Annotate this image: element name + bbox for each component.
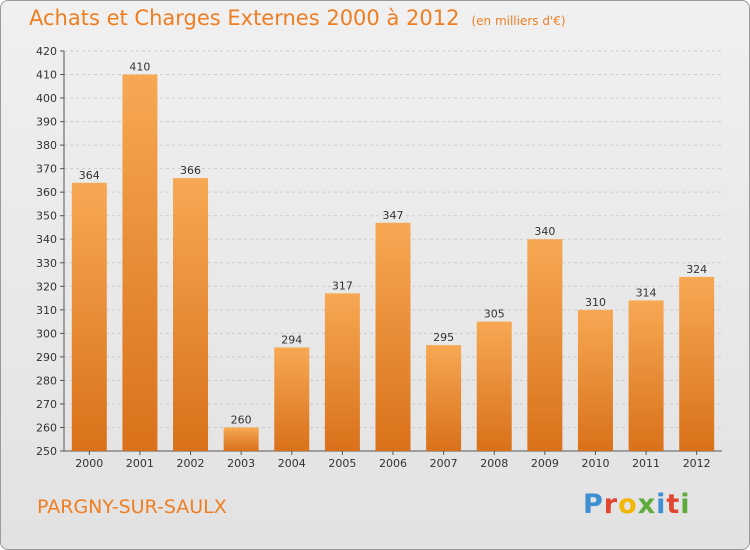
bar (71, 182, 107, 451)
bar (679, 276, 715, 451)
bar (173, 178, 209, 451)
y-tick-label: 300 (36, 327, 57, 340)
bar-value-label: 410 (129, 61, 150, 74)
bar (628, 300, 664, 451)
bar-value-label: 366 (180, 164, 201, 177)
bar-value-label: 295 (433, 331, 454, 344)
bar (577, 309, 613, 451)
bar (375, 222, 411, 451)
y-tick-label: 290 (36, 351, 57, 364)
y-tick-label: 250 (36, 445, 57, 458)
x-tick-label: 2004 (278, 457, 306, 470)
bar-value-label: 317 (332, 279, 353, 292)
axes: 250 260 270 280 290 300 310 320 330 340 350 360 370 3… (36, 45, 722, 470)
bar-value-label: 364 (79, 169, 100, 182)
bar-value-label: 314 (636, 286, 657, 299)
bar-value-label: 260 (231, 413, 252, 426)
x-tick-label: 2007 (430, 457, 458, 470)
x-tick-label: 2005 (328, 457, 356, 470)
bar-value-label: 294 (281, 333, 302, 346)
bar (426, 345, 462, 451)
bar-value-label: 310 (585, 296, 606, 309)
y-tick-label: 280 (36, 374, 57, 387)
bar (324, 293, 360, 451)
bars (71, 74, 715, 451)
location-name: PARGNY-SUR-SAULX (37, 496, 227, 518)
y-tick-label: 340 (36, 233, 57, 246)
y-tick-label: 370 (36, 163, 57, 176)
y-tick-label: 350 (36, 210, 57, 223)
data-labels: 364 410 366 260 294 317 347 295 305 340 310 314 324 (79, 61, 707, 427)
y-tick-label: 320 (36, 280, 57, 293)
x-tick-label: 2000 (75, 457, 103, 470)
y-tick-label: 420 (36, 45, 57, 58)
x-tick-label: 2010 (581, 457, 609, 470)
bar-value-label: 305 (484, 308, 505, 321)
y-tick-label: 360 (36, 186, 57, 199)
y-tick-label: 410 (36, 69, 57, 82)
y-tick-label: 380 (36, 139, 57, 152)
bar (527, 239, 563, 451)
x-tick-label: 2006 (379, 457, 407, 470)
x-tick-label: 2011 (632, 457, 660, 470)
x-tick-label: 2008 (480, 457, 508, 470)
x-tick-label: 2001 (126, 457, 154, 470)
x-tick-label: 2003 (227, 457, 255, 470)
bar (122, 74, 158, 451)
title-row: Achats et Charges Externes 2000 à 2012 (e… (29, 6, 566, 30)
bar-value-label: 324 (686, 263, 707, 276)
bar-value-label: 347 (383, 209, 404, 222)
chart-title: Achats et Charges Externes 2000 à 2012 (29, 6, 460, 30)
x-tick-label: 2009 (531, 457, 559, 470)
bar (274, 347, 310, 451)
x-tick-label: 2012 (683, 457, 711, 470)
bar (476, 321, 512, 451)
bar (223, 427, 259, 451)
y-tick-label: 260 (36, 421, 57, 434)
y-tick-label: 400 (36, 92, 57, 105)
chart-subtitle: (en milliers d'€) (471, 14, 566, 28)
y-tick-label: 270 (36, 398, 57, 411)
x-tick-label: 2002 (177, 457, 205, 470)
y-tick-label: 330 (36, 257, 57, 270)
y-tick-label: 390 (36, 116, 57, 129)
proxiti-logo: Proxiti (583, 489, 691, 520)
y-tick-label: 310 (36, 304, 57, 317)
bar-value-label: 340 (534, 225, 555, 238)
